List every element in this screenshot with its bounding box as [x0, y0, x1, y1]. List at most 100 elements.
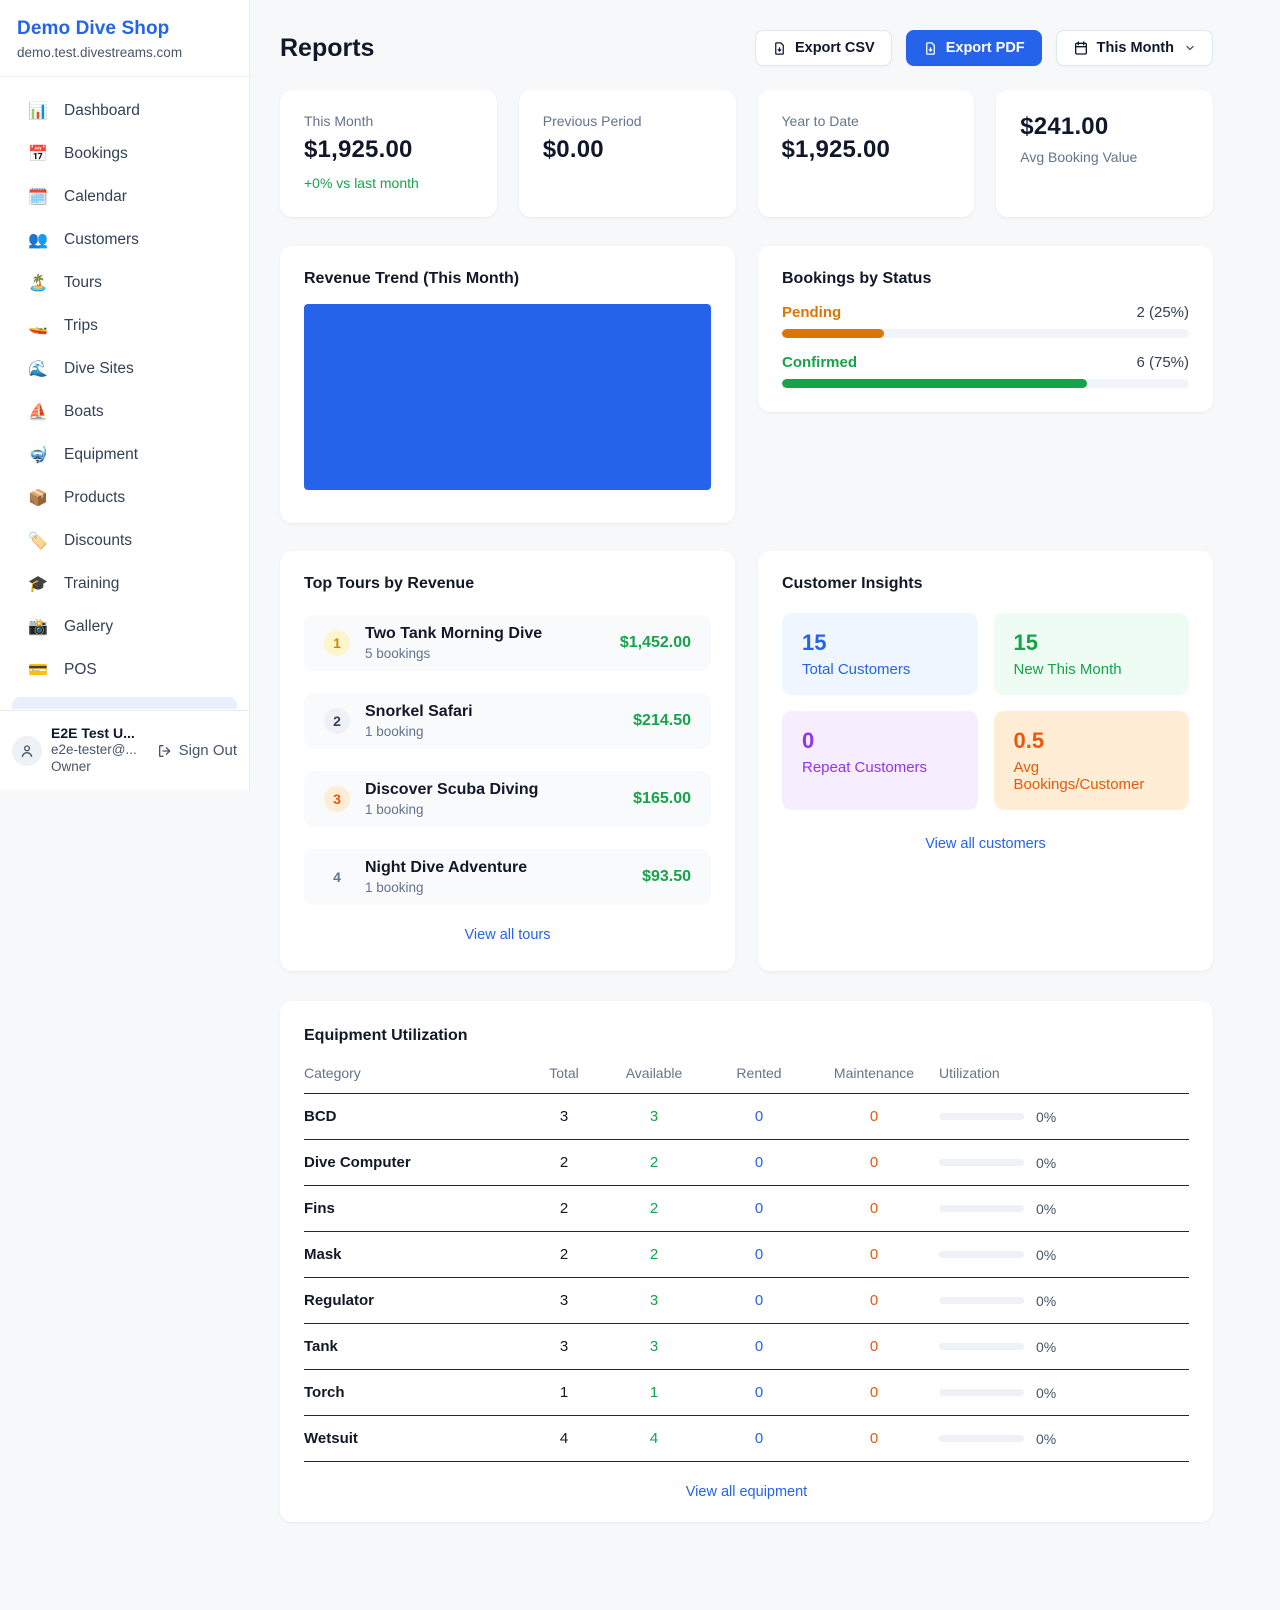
- tour-name: Night Dive Adventure: [365, 859, 528, 876]
- table-row: Dive Computer 2 2 0 0 0%: [304, 1140, 1189, 1186]
- tour-amount: $93.50: [642, 868, 691, 885]
- sailboat-icon: ⛵: [28, 403, 48, 421]
- col-total: Total: [549, 1065, 579, 1081]
- equip-utilization: 0%: [939, 1293, 1189, 1309]
- equip-total: 3: [559, 1292, 569, 1309]
- sidebar-item-bookings[interactable]: 📅 Bookings: [0, 132, 249, 175]
- bar-chart-icon: 📊: [28, 102, 48, 120]
- equip-available: 3: [649, 1292, 659, 1309]
- wave-icon: 🌊: [28, 360, 48, 378]
- insight-tiles: 15 Total Customers 15 New This Month 0 R…: [782, 613, 1189, 810]
- status-count-pending: 2 (25%): [1136, 304, 1189, 321]
- tile-label: Repeat Customers: [802, 759, 928, 776]
- shop-domain: demo.test.divestreams.com: [17, 45, 183, 60]
- col-category: Category: [304, 1065, 361, 1081]
- equip-rented: 0: [754, 1338, 764, 1355]
- main-content: Reports Export CSV Export PDF: [250, 0, 1280, 1522]
- equip-utilization: 0%: [939, 1339, 1189, 1355]
- sidebar-item-products[interactable]: 📦 Products: [0, 476, 249, 519]
- top-tours-title: Top Tours by Revenue: [304, 575, 475, 592]
- stat-value: $1,925.00: [304, 136, 413, 163]
- tag-icon: 🏷️: [28, 532, 48, 550]
- equip-category: Mask: [304, 1246, 342, 1263]
- equipment-utilization-title: Equipment Utilization: [304, 1027, 468, 1044]
- stat-value: $0.00: [542, 136, 604, 163]
- tour-name: Snorkel Safari: [365, 703, 473, 720]
- export-csv-label: Export CSV: [794, 40, 875, 56]
- sidebar-item-label: Equipment: [64, 445, 139, 463]
- period-label: This Month: [1096, 40, 1174, 56]
- stat-label: This Month: [304, 113, 374, 129]
- chevron-down-icon: [1186, 45, 1194, 51]
- tile-label: Avg Bookings/Customer: [1013, 759, 1145, 793]
- sidebar-item-pos[interactable]: 💳 POS: [0, 648, 249, 691]
- tile-label: New This Month: [1013, 661, 1122, 678]
- tour-amount: $165.00: [633, 790, 691, 807]
- sign-out-button[interactable]: Sign Out: [157, 742, 237, 759]
- equip-maintenance: 0: [869, 1200, 879, 1217]
- stat-label: Year to Date: [781, 113, 859, 129]
- tile-value: 15: [802, 630, 827, 655]
- status-label-pending: Pending: [782, 304, 842, 321]
- sidebar-item-trips[interactable]: 🚤 Trips: [0, 304, 249, 347]
- status-count-confirmed: 6 (75%): [1136, 354, 1189, 371]
- camera-icon: 📸: [28, 618, 48, 636]
- insights-row: Top Tours by Revenue 1 Two Tank Morning …: [280, 551, 1213, 971]
- revenue-trend-chart: [304, 304, 711, 490]
- stat-card-previous-period: Previous Period $0.00: [518, 90, 736, 217]
- calendar-pad-icon: 🗓️: [28, 188, 48, 206]
- tour-amount: $214.50: [633, 712, 691, 729]
- period-dropdown[interactable]: This Month: [1055, 30, 1213, 66]
- sidebar-item-label: Bookings: [64, 144, 128, 162]
- shop-name: Demo Dive Shop: [17, 18, 170, 39]
- equip-maintenance: 0: [869, 1430, 879, 1447]
- equip-utilization: 0%: [939, 1385, 1189, 1401]
- equip-utilization: 0%: [939, 1109, 1189, 1125]
- sidebar-item-gallery[interactable]: 📸 Gallery: [0, 605, 249, 648]
- equip-available: 3: [649, 1108, 659, 1125]
- equip-available: 2: [649, 1200, 659, 1217]
- sidebar-item-dive-sites[interactable]: 🌊 Dive Sites: [0, 347, 249, 390]
- sidebar-item-calendar[interactable]: 🗓️ Calendar: [0, 175, 249, 218]
- equip-maintenance: 0: [869, 1384, 879, 1401]
- equip-category: BCD: [304, 1108, 337, 1125]
- people-icon: 👥: [28, 231, 48, 249]
- export-csv-button[interactable]: Export CSV: [754, 30, 892, 66]
- view-all-customers-link[interactable]: View all customers: [782, 836, 1189, 852]
- equip-rented: 0: [754, 1430, 764, 1447]
- sidebar-item-label: Boats: [64, 402, 104, 420]
- package-icon: 📦: [28, 489, 48, 507]
- equip-available: 3: [649, 1338, 659, 1355]
- sidebar-item-dashboard[interactable]: 📊 Dashboard: [0, 89, 249, 132]
- stat-card-avg-booking-value: $241.00 Avg Booking Value: [996, 90, 1213, 217]
- equip-utilization: 0%: [939, 1431, 1189, 1447]
- tile-value: 0: [802, 728, 815, 753]
- sidebar-item-equipment[interactable]: 🤿 Equipment: [0, 433, 249, 476]
- equip-category: Torch: [304, 1384, 345, 1401]
- equip-maintenance: 0: [869, 1292, 879, 1309]
- sidebar-item-tours[interactable]: 🏝️ Tours: [0, 261, 249, 304]
- status-label-confirmed: Confirmed: [782, 354, 857, 371]
- sidebar-item-reports-partial[interactable]: [12, 697, 237, 709]
- view-all-tours-link[interactable]: View all tours: [304, 927, 711, 943]
- sidebar-item-label: Training: [64, 574, 120, 592]
- header-actions: Export CSV Export PDF This Month: [754, 30, 1213, 66]
- export-pdf-button[interactable]: Export PDF: [905, 30, 1042, 66]
- avatar: [12, 735, 42, 766]
- sidebar-item-customers[interactable]: 👥 Customers: [0, 218, 249, 261]
- sidebar-item-boats[interactable]: ⛵ Boats: [0, 390, 249, 433]
- equip-maintenance: 0: [869, 1246, 879, 1263]
- rank-badge: 2: [324, 708, 350, 734]
- table-row: Regulator 3 3 0 0 0%: [304, 1278, 1189, 1324]
- col-maintenance: Maintenance: [833, 1065, 915, 1081]
- equip-total: 4: [559, 1430, 569, 1447]
- user-role: Owner: [51, 759, 91, 775]
- stat-value: $1,925.00: [781, 136, 891, 163]
- sidebar-item-discounts[interactable]: 🏷️ Discounts: [0, 519, 249, 562]
- table-row: Tank 3 3 0 0 0%: [304, 1324, 1189, 1370]
- view-all-equipment-link[interactable]: View all equipment: [304, 1484, 1189, 1500]
- table-header: Category Total Available Rented Maintena…: [304, 1065, 1189, 1094]
- tile-value: 15: [1013, 630, 1038, 655]
- revenue-trend-card: Revenue Trend (This Month): [280, 246, 735, 523]
- sidebar-item-training[interactable]: 🎓 Training: [0, 562, 249, 605]
